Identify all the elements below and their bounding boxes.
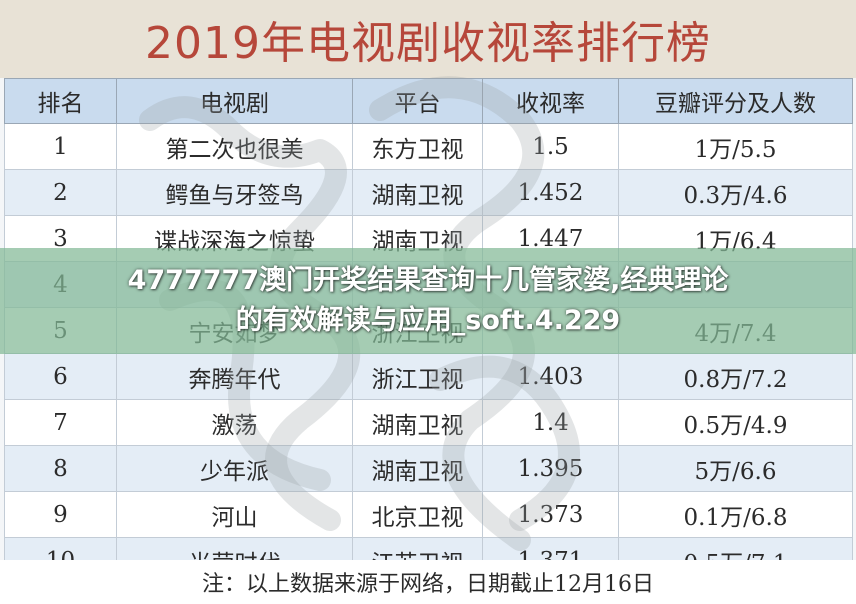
douban-cell: 1万/5.5 — [618, 123, 853, 170]
table-row: 9 河山 北京卫视 1.373 0.1万/6.8 — [4, 491, 853, 538]
drama-cell: 第二次也很美 — [116, 123, 353, 170]
drama-cell: 激荡 — [116, 399, 353, 446]
douban-cell: 0.3万/4.6 — [618, 169, 853, 216]
title-bar: 2019年电视剧收视率排行榜 — [0, 0, 856, 78]
page-title: 2019年电视剧收视率排行榜 — [145, 18, 711, 69]
overlay-banner: 4777777澳门开奖结果查询十几管家婆,经典理论 的有效解读与应用_soft.… — [0, 248, 856, 354]
rank-cell: 6 — [4, 353, 117, 400]
rating-cell: 1.403 — [482, 353, 619, 400]
platform-cell: 湖南卫视 — [352, 169, 483, 216]
table-header-row: 排名 电视剧 平台 收视率 豆瓣评分及人数 — [4, 78, 853, 124]
table-row: 6 奔腾年代 浙江卫视 1.403 0.8万/7.2 — [4, 353, 853, 400]
platform-cell: 湖南卫视 — [352, 445, 483, 492]
rank-cell: 2 — [4, 169, 117, 216]
table-row: 2 鳄鱼与牙签鸟 湖南卫视 1.452 0.3万/4.6 — [4, 169, 853, 216]
rating-cell: 1.452 — [482, 169, 619, 216]
douban-cell: 0.1万/6.8 — [618, 491, 853, 538]
column-header-rating: 收视率 — [482, 78, 619, 124]
platform-cell: 北京卫视 — [352, 491, 483, 538]
rank-cell: 9 — [4, 491, 117, 538]
rank-cell: 7 — [4, 399, 117, 446]
rank-cell: 1 — [4, 123, 117, 170]
douban-cell: 5万/6.6 — [618, 445, 853, 492]
banner-line-1: 4777777澳门开奖结果查询十几管家婆,经典理论 — [127, 265, 729, 296]
douban-cell: 0.8万/7.2 — [618, 353, 853, 400]
douban-cell: 0.5万/4.9 — [618, 399, 853, 446]
platform-cell: 湖南卫视 — [352, 399, 483, 446]
banner-line-2: 的有效解读与应用_soft.4.229 — [235, 305, 621, 336]
platform-cell: 东方卫视 — [352, 123, 483, 170]
rank-cell: 8 — [4, 445, 117, 492]
table-row: 7 激荡 湖南卫视 1.4 0.5万/4.9 — [4, 399, 853, 446]
table-row: 8 少年派 湖南卫视 1.395 5万/6.6 — [4, 445, 853, 492]
drama-cell: 奔腾年代 — [116, 353, 353, 400]
drama-cell: 鳄鱼与牙签鸟 — [116, 169, 353, 216]
rating-cell: 1.5 — [482, 123, 619, 170]
column-header-drama: 电视剧 — [116, 78, 353, 124]
column-header-rank: 排名 — [4, 78, 117, 124]
platform-cell: 浙江卫视 — [352, 353, 483, 400]
column-header-platform: 平台 — [352, 78, 483, 124]
rating-cell: 1.373 — [482, 491, 619, 538]
column-header-douban: 豆瓣评分及人数 — [618, 78, 853, 124]
table-row: 1 第二次也很美 东方卫视 1.5 1万/5.5 — [4, 123, 853, 170]
footnote: 注：以上数据来源于网络，日期截止12月16日 — [0, 560, 856, 604]
drama-cell: 少年派 — [116, 445, 353, 492]
rating-cell: 1.395 — [482, 445, 619, 492]
drama-cell: 河山 — [116, 491, 353, 538]
rating-cell: 1.4 — [482, 399, 619, 446]
